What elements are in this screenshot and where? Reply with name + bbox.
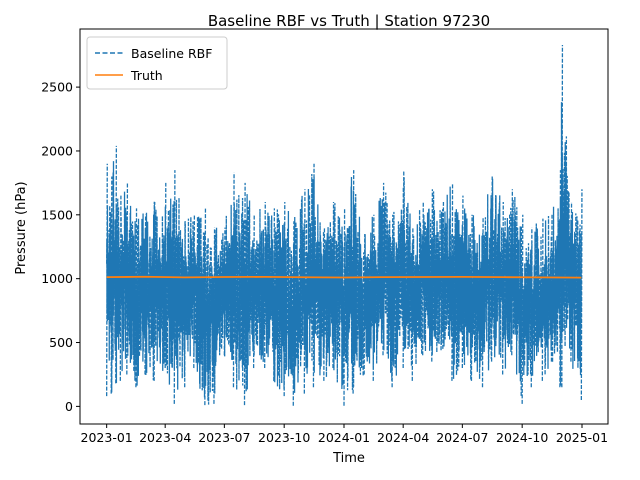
series-baseline-rbf: [106, 44, 583, 406]
y-axis: 0 500 1000 1500 2000 2500: [41, 80, 80, 414]
legend: Baseline RBF Truth: [86, 36, 228, 90]
x-tick-label: 2023-04: [139, 430, 191, 445]
x-tick-label: 2024-07: [436, 430, 488, 445]
baseline-rbf-line: [106, 44, 583, 406]
series-truth: [106, 275, 582, 279]
y-tick-label: 0: [65, 399, 73, 414]
legend-label-truth: Truth: [130, 68, 163, 83]
plot-area: [106, 44, 583, 406]
legend-label-baseline-rbf: Baseline RBF: [131, 46, 212, 61]
chart-title: Baseline RBF vs Truth | Station 97230: [208, 12, 490, 30]
y-tick-label: 2000: [41, 143, 73, 158]
x-tick-label: 2023-01: [81, 430, 133, 445]
x-tick-label: 2023-07: [198, 430, 250, 445]
y-tick-label: 1500: [41, 207, 73, 222]
x-tick-label: 2024-04: [377, 430, 429, 445]
y-tick-label: 2500: [41, 80, 73, 95]
legend-box: [86, 36, 228, 90]
x-tick-label: 2023-10: [258, 430, 310, 445]
y-tick-label: 500: [49, 335, 73, 350]
y-tick-label: 1000: [41, 271, 73, 286]
y-axis-label: Pressure (hPa): [14, 181, 29, 274]
x-tick-label: 2024-10: [496, 430, 548, 445]
x-axis-label: Time: [332, 451, 365, 466]
x-axis: 2023-01 2023-04 2023-07 2023-10 2024-01 2024-…: [81, 424, 608, 445]
truth-line: [106, 275, 582, 279]
x-tick-label: 2025-01: [556, 430, 608, 445]
x-tick-label: 2024-01: [318, 430, 370, 445]
